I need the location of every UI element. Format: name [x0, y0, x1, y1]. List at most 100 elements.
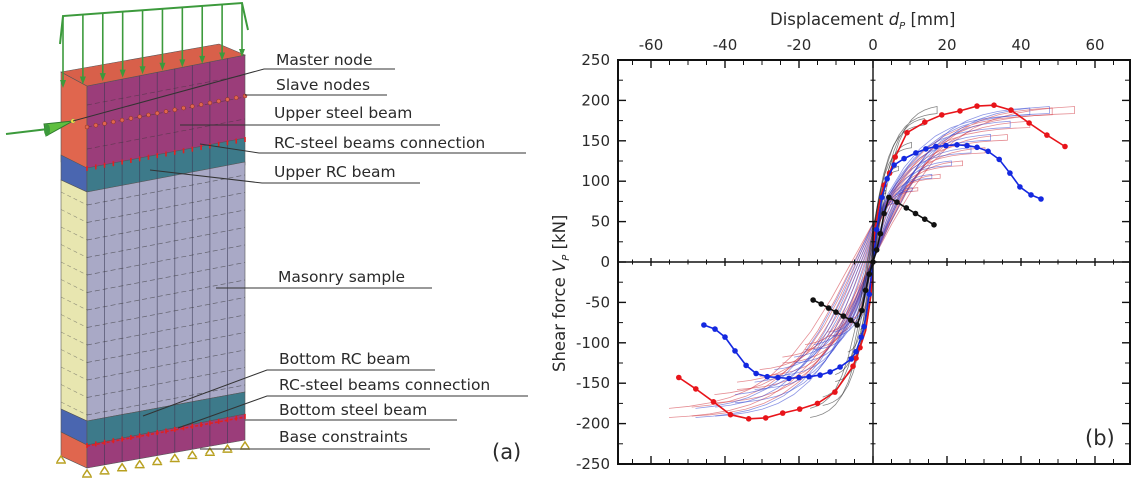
panel-label-b: (b)	[1085, 426, 1115, 450]
y-axis-title-main: Shear force	[550, 272, 569, 372]
envelope-blue-point	[873, 226, 880, 233]
slave-node-dot	[93, 123, 99, 128]
leader-upper-rc-beam	[149, 169, 420, 184]
mesh-line	[86, 192, 246, 223]
support-symbol	[187, 449, 198, 460]
mesh-line	[60, 331, 88, 346]
mesh-line	[86, 262, 246, 293]
envelope-blue-point	[923, 146, 929, 152]
callout-upper-steel-beam: Upper steel beam	[274, 104, 412, 122]
envelope-blue-point	[943, 142, 949, 149]
slave-node-dot	[216, 98, 221, 104]
envelope-black-point	[886, 194, 892, 201]
x-axis-title-unit: [mm]	[905, 10, 955, 29]
envelope-black-point	[922, 216, 928, 222]
envelope-black-point	[894, 199, 900, 205]
envelope-black-point	[859, 307, 865, 314]
hysteresis-loop	[813, 173, 933, 351]
envelope-black-point	[881, 210, 887, 217]
mesh-line	[86, 367, 246, 398]
envelope-black-point	[825, 305, 832, 311]
envelope-blue-point	[901, 155, 907, 162]
envelope-blue-point	[985, 148, 991, 155]
x-axis-title: Displacement dP [mm]	[770, 10, 955, 32]
envelope-blue-point	[837, 364, 843, 370]
mesh-line	[86, 279, 246, 311]
envelope-blue-point	[764, 373, 770, 380]
load-arrow-head	[119, 69, 126, 78]
envelope-blue-point	[861, 323, 867, 330]
x-tick-label: 20	[937, 36, 956, 54]
envelope-blue-point	[732, 348, 738, 354]
load-arrow-head	[159, 62, 166, 71]
mesh-line	[86, 384, 246, 416]
y-tick-label: -150	[576, 374, 610, 392]
mesh-line	[60, 314, 88, 328]
mesh-line	[86, 227, 246, 258]
hysteresis-loop	[715, 107, 1031, 417]
y-axis-title-subscript: P	[561, 254, 572, 261]
x-axis-title-symbol: d	[889, 10, 900, 29]
envelope-red-point	[974, 103, 980, 109]
mesh-line	[60, 384, 88, 398]
envelope-blue-point	[1028, 192, 1034, 198]
envelope-blue-point	[974, 144, 980, 151]
envelope-black-point	[877, 230, 884, 237]
envelope-red-point	[693, 386, 699, 392]
envelope-red-point	[1008, 107, 1014, 113]
load-arrow-head	[60, 80, 66, 88]
envelope-series	[676, 102, 1068, 422]
envelope-red-point	[991, 102, 997, 108]
y-tick-label: -50	[586, 293, 611, 311]
slave-node-dot	[181, 105, 186, 111]
mesh-line	[86, 349, 246, 381]
mesh-line	[60, 349, 88, 363]
hysteresis-loop	[691, 107, 1053, 417]
slave-node-dot	[154, 110, 160, 116]
envelope-black-point	[810, 297, 816, 303]
envelope-blue-point	[817, 372, 823, 378]
slave-node-dot	[111, 119, 116, 125]
callout-bottom-rc-beam: Bottom RC beam	[279, 350, 411, 368]
mesh-line	[60, 191, 88, 206]
envelope-red-point	[853, 355, 859, 362]
mesh-line	[60, 279, 88, 293]
y-tick-label: 200	[581, 91, 610, 109]
envelope-black-point	[912, 210, 919, 217]
mesh-line	[60, 401, 88, 416]
load-arrow-head	[199, 55, 206, 64]
envelope-black-point	[866, 271, 873, 277]
callout-slave-nodes: Slave nodes	[276, 76, 370, 94]
slave-node-dot	[207, 100, 213, 106]
mesh-line	[86, 332, 246, 363]
envelope-red-point	[904, 129, 910, 136]
envelope-black-point	[833, 309, 839, 315]
hysteresis-loop	[782, 160, 963, 364]
mesh-line	[86, 314, 246, 346]
envelope-blue-point	[954, 142, 960, 148]
envelope-red-point	[814, 400, 821, 407]
envelope-red-point	[762, 415, 769, 421]
envelope-blue-point	[884, 176, 890, 182]
slave-node-dot	[233, 95, 239, 100]
y-tick-label: 50	[591, 213, 610, 231]
envelope-red-point	[676, 374, 682, 381]
support-symbol	[56, 454, 66, 464]
x-tick-label: -20	[787, 36, 812, 54]
envelope-red-point	[922, 119, 928, 125]
x-tick-label: 40	[1011, 36, 1030, 54]
x-tick-label: -40	[713, 36, 738, 54]
hysteresis-loop	[668, 106, 1075, 418]
slave-node-dot	[128, 116, 134, 121]
envelope-blue-point	[1038, 196, 1044, 202]
load-arrow-head	[239, 49, 245, 57]
panel-label-a: (a)	[492, 440, 521, 464]
support-symbol	[204, 446, 215, 456]
slave-nodes-markers	[84, 93, 248, 130]
envelope-red-point	[745, 416, 752, 422]
envelope-blue-point	[827, 369, 833, 375]
envelope-red-point	[957, 108, 963, 114]
envelope-black-point	[931, 222, 937, 228]
load-arrow-head	[79, 76, 86, 85]
